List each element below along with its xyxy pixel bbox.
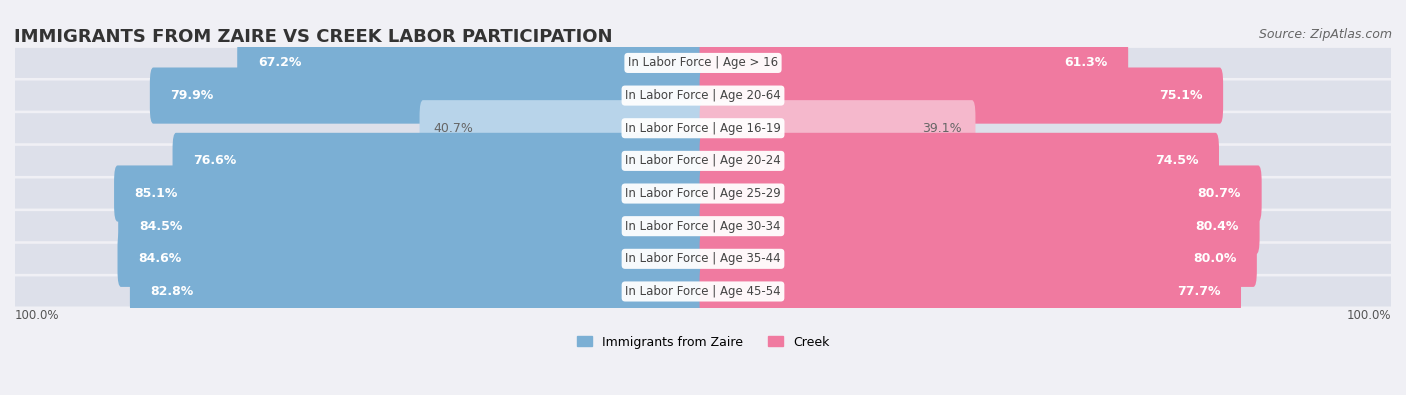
Text: 100.0%: 100.0% bbox=[1347, 309, 1391, 322]
Text: 85.1%: 85.1% bbox=[135, 187, 179, 200]
Text: In Labor Force | Age 20-24: In Labor Force | Age 20-24 bbox=[626, 154, 780, 167]
Text: 39.1%: 39.1% bbox=[922, 122, 962, 135]
FancyBboxPatch shape bbox=[15, 276, 1391, 307]
Text: 76.6%: 76.6% bbox=[193, 154, 236, 167]
FancyBboxPatch shape bbox=[150, 68, 706, 124]
Text: Source: ZipAtlas.com: Source: ZipAtlas.com bbox=[1258, 28, 1392, 41]
FancyBboxPatch shape bbox=[700, 133, 1219, 189]
Text: IMMIGRANTS FROM ZAIRE VS CREEK LABOR PARTICIPATION: IMMIGRANTS FROM ZAIRE VS CREEK LABOR PAR… bbox=[14, 28, 613, 46]
FancyBboxPatch shape bbox=[118, 198, 706, 254]
Text: 84.6%: 84.6% bbox=[138, 252, 181, 265]
Text: In Labor Force | Age 25-29: In Labor Force | Age 25-29 bbox=[626, 187, 780, 200]
Text: 80.0%: 80.0% bbox=[1192, 252, 1236, 265]
FancyBboxPatch shape bbox=[238, 35, 706, 91]
FancyBboxPatch shape bbox=[114, 166, 706, 222]
Text: 82.8%: 82.8% bbox=[150, 285, 194, 298]
FancyBboxPatch shape bbox=[15, 48, 1391, 78]
Text: In Labor Force | Age 35-44: In Labor Force | Age 35-44 bbox=[626, 252, 780, 265]
Text: 74.5%: 74.5% bbox=[1154, 154, 1198, 167]
Text: 77.7%: 77.7% bbox=[1177, 285, 1220, 298]
FancyBboxPatch shape bbox=[15, 211, 1391, 241]
Text: 84.5%: 84.5% bbox=[139, 220, 183, 233]
FancyBboxPatch shape bbox=[15, 113, 1391, 143]
FancyBboxPatch shape bbox=[700, 68, 1223, 124]
Legend: Immigrants from Zaire, Creek: Immigrants from Zaire, Creek bbox=[576, 336, 830, 348]
Text: 67.2%: 67.2% bbox=[257, 56, 301, 70]
FancyBboxPatch shape bbox=[15, 179, 1391, 209]
FancyBboxPatch shape bbox=[419, 100, 706, 156]
FancyBboxPatch shape bbox=[700, 231, 1257, 287]
Text: In Labor Force | Age 20-64: In Labor Force | Age 20-64 bbox=[626, 89, 780, 102]
FancyBboxPatch shape bbox=[700, 100, 976, 156]
Text: In Labor Force | Age 45-54: In Labor Force | Age 45-54 bbox=[626, 285, 780, 298]
Text: In Labor Force | Age > 16: In Labor Force | Age > 16 bbox=[628, 56, 778, 70]
FancyBboxPatch shape bbox=[700, 166, 1261, 222]
FancyBboxPatch shape bbox=[700, 35, 1128, 91]
FancyBboxPatch shape bbox=[700, 263, 1241, 320]
Text: 80.7%: 80.7% bbox=[1198, 187, 1241, 200]
FancyBboxPatch shape bbox=[700, 198, 1260, 254]
FancyBboxPatch shape bbox=[15, 244, 1391, 274]
Text: 40.7%: 40.7% bbox=[433, 122, 474, 135]
Text: 75.1%: 75.1% bbox=[1159, 89, 1202, 102]
FancyBboxPatch shape bbox=[129, 263, 706, 320]
FancyBboxPatch shape bbox=[15, 81, 1391, 111]
Text: 79.9%: 79.9% bbox=[170, 89, 214, 102]
Text: In Labor Force | Age 16-19: In Labor Force | Age 16-19 bbox=[626, 122, 780, 135]
Text: 100.0%: 100.0% bbox=[15, 309, 59, 322]
Text: In Labor Force | Age 30-34: In Labor Force | Age 30-34 bbox=[626, 220, 780, 233]
Text: 80.4%: 80.4% bbox=[1195, 220, 1239, 233]
FancyBboxPatch shape bbox=[15, 146, 1391, 176]
FancyBboxPatch shape bbox=[118, 231, 706, 287]
Text: 61.3%: 61.3% bbox=[1064, 56, 1108, 70]
FancyBboxPatch shape bbox=[173, 133, 706, 189]
